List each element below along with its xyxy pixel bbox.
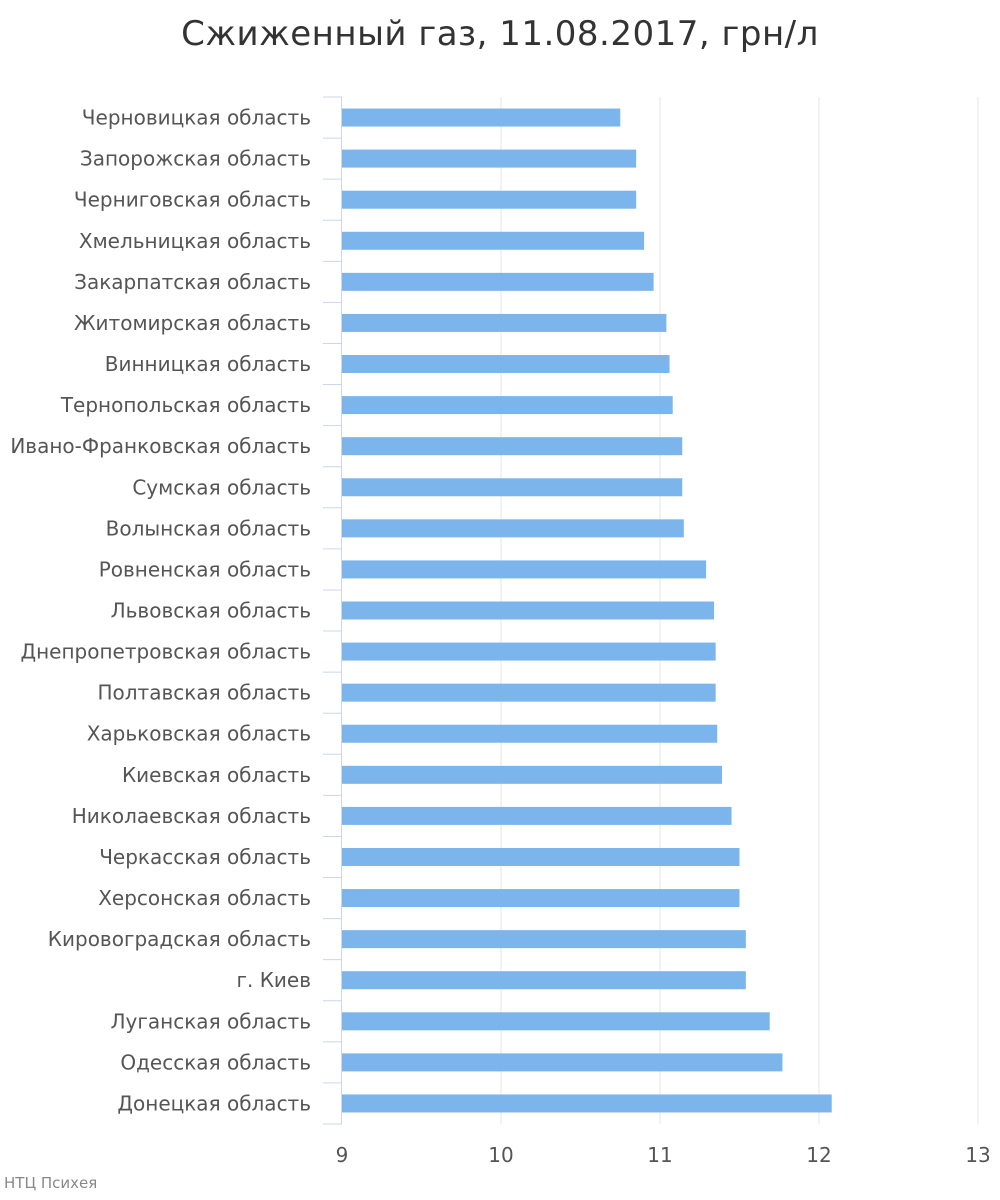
x-tick-label: 10 — [488, 1143, 513, 1167]
category-label: Запорожская область — [80, 147, 311, 171]
bar — [342, 108, 621, 127]
bar — [342, 601, 715, 620]
category-label: Киевская область — [122, 763, 311, 787]
bar — [342, 437, 683, 456]
category-label: Днепропетровская область — [20, 640, 311, 664]
category-label: Сумская область — [132, 475, 311, 499]
x-tick-label: 13 — [965, 1143, 990, 1167]
category-label: Закарпатская область — [74, 270, 311, 294]
bar — [342, 683, 716, 702]
bar — [342, 519, 684, 538]
bar — [342, 806, 732, 825]
bar-layer — [342, 108, 832, 1113]
chart-title: Сжиженный газ, 11.08.2017, грн/л — [181, 14, 819, 54]
bar — [342, 847, 740, 866]
bar — [342, 724, 718, 743]
bar — [342, 930, 746, 949]
category-label: Черниговская область — [74, 188, 311, 212]
category-label: Луганская область — [111, 1009, 311, 1033]
category-label: Ивано-Франковская область — [10, 434, 311, 458]
bar — [342, 1012, 770, 1031]
category-label: Харьковская область — [87, 722, 311, 746]
category-label: Черкасская область — [99, 845, 311, 869]
bar — [342, 1053, 783, 1072]
category-label: Львовская область — [111, 599, 311, 623]
bar — [342, 272, 654, 291]
category-label: г. Киев — [236, 968, 311, 992]
bar — [342, 231, 645, 250]
x-tick-label: 11 — [647, 1143, 672, 1167]
bar — [342, 313, 667, 332]
bar — [342, 190, 637, 209]
bar — [342, 971, 746, 990]
category-labels: Черновицкая область Запорожская область Че… — [10, 106, 311, 1116]
category-label: Кировоградская область — [48, 927, 311, 951]
category-label: Ровненская область — [99, 557, 311, 581]
category-label: Черновицкая область — [82, 106, 311, 130]
x-tick-labels: 9 10 11 12 13 — [336, 1143, 991, 1167]
category-label: Херсонская область — [98, 886, 311, 910]
category-label: Полтавская область — [97, 681, 311, 705]
x-tick-label: 9 — [336, 1143, 349, 1167]
bar — [342, 889, 740, 908]
bar — [342, 355, 670, 374]
bar — [342, 1094, 832, 1113]
bar — [342, 642, 716, 661]
category-label: Волынская область — [106, 516, 311, 540]
category-label: Житомирская область — [74, 311, 311, 335]
category-label: Донецкая область — [117, 1091, 311, 1115]
bar — [342, 149, 637, 168]
category-label: Николаевская область — [72, 804, 311, 828]
category-label: Тернопольская область — [60, 393, 311, 417]
bar — [342, 560, 707, 579]
category-label: Одесская область — [120, 1050, 311, 1074]
axis-layer — [323, 96, 342, 1125]
category-label: Винницкая область — [105, 352, 311, 376]
bar — [342, 478, 683, 497]
bar — [342, 765, 723, 784]
x-tick-label: 12 — [806, 1143, 831, 1167]
source-credit: НТЦ Психея — [4, 1174, 98, 1192]
category-label: Хмельницкая область — [79, 229, 311, 253]
bar — [342, 396, 673, 415]
